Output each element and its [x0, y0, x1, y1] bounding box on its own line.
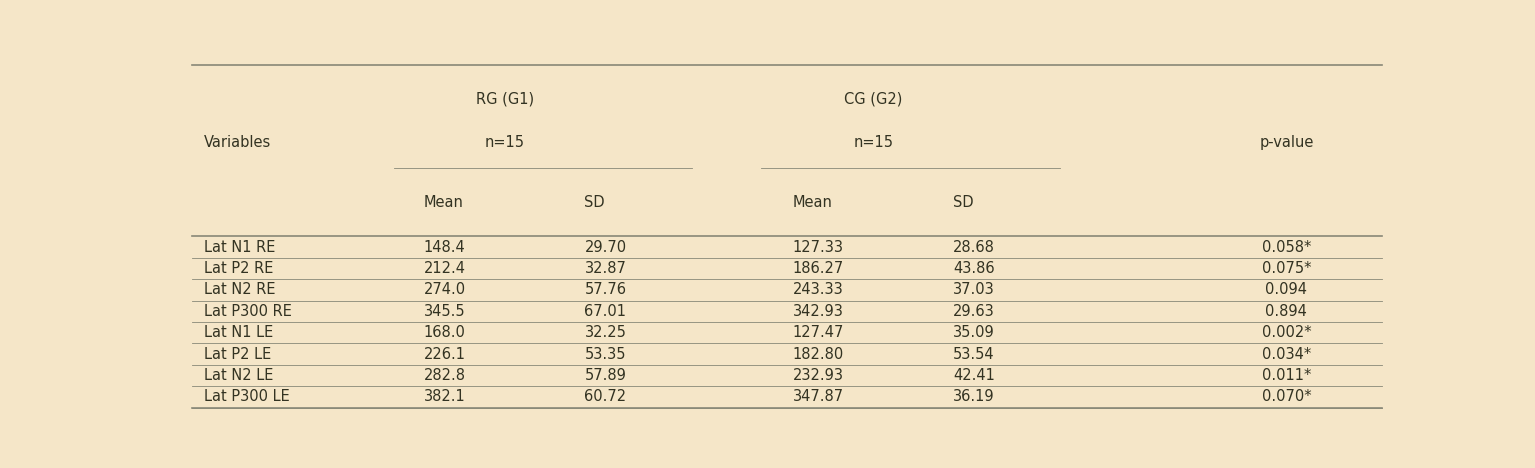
Text: 127.47: 127.47 [792, 325, 844, 340]
Text: 37.03: 37.03 [953, 282, 995, 297]
Text: 127.33: 127.33 [792, 240, 844, 255]
Text: 0.058*: 0.058* [1262, 240, 1311, 255]
Text: 43.86: 43.86 [953, 261, 995, 276]
Text: 28.68: 28.68 [953, 240, 995, 255]
Text: 57.76: 57.76 [585, 282, 626, 297]
Text: 382.1: 382.1 [424, 389, 465, 404]
Text: Lat P300 RE: Lat P300 RE [204, 304, 292, 319]
Text: 57.89: 57.89 [585, 368, 626, 383]
Text: 243.33: 243.33 [792, 282, 843, 297]
Text: SD: SD [585, 195, 605, 210]
Text: Mean: Mean [792, 195, 832, 210]
Text: 29.63: 29.63 [953, 304, 995, 319]
Text: 0.002*: 0.002* [1262, 325, 1311, 340]
Text: 0.034*: 0.034* [1262, 346, 1311, 361]
Text: Lat P300 LE: Lat P300 LE [204, 389, 290, 404]
Text: 0.070*: 0.070* [1262, 389, 1311, 404]
Text: Lat N2 RE: Lat N2 RE [204, 282, 275, 297]
Text: 0.075*: 0.075* [1262, 261, 1311, 276]
Text: 282.8: 282.8 [424, 368, 465, 383]
Text: Lat P2 LE: Lat P2 LE [204, 346, 272, 361]
Text: 60.72: 60.72 [585, 389, 626, 404]
Text: 212.4: 212.4 [424, 261, 465, 276]
Text: Variables: Variables [204, 135, 272, 150]
Text: 67.01: 67.01 [585, 304, 626, 319]
Text: 29.70: 29.70 [585, 240, 626, 255]
Text: RG (G1): RG (G1) [476, 92, 534, 107]
Text: 53.54: 53.54 [953, 346, 995, 361]
Text: 347.87: 347.87 [792, 389, 844, 404]
Text: 345.5: 345.5 [424, 304, 465, 319]
Text: Lat P2 RE: Lat P2 RE [204, 261, 273, 276]
Text: Lat N2 LE: Lat N2 LE [204, 368, 273, 383]
Text: p-value: p-value [1259, 135, 1314, 150]
Text: n=15: n=15 [485, 135, 525, 150]
Text: 148.4: 148.4 [424, 240, 465, 255]
Text: Mean: Mean [424, 195, 464, 210]
Text: 0.011*: 0.011* [1262, 368, 1311, 383]
Text: 42.41: 42.41 [953, 368, 995, 383]
Text: 232.93: 232.93 [792, 368, 844, 383]
Text: Lat N1 LE: Lat N1 LE [204, 325, 273, 340]
Text: 0.094: 0.094 [1265, 282, 1308, 297]
Text: 186.27: 186.27 [792, 261, 844, 276]
Text: CG (G2): CG (G2) [844, 92, 903, 107]
Text: 36.19: 36.19 [953, 389, 995, 404]
Text: 182.80: 182.80 [792, 346, 844, 361]
Text: 35.09: 35.09 [953, 325, 995, 340]
Text: 168.0: 168.0 [424, 325, 465, 340]
Text: 0.894: 0.894 [1265, 304, 1308, 319]
Text: 32.25: 32.25 [585, 325, 626, 340]
Text: 226.1: 226.1 [424, 346, 465, 361]
Text: n=15: n=15 [853, 135, 893, 150]
Text: 274.0: 274.0 [424, 282, 467, 297]
Text: 53.35: 53.35 [585, 346, 626, 361]
Text: SD: SD [953, 195, 973, 210]
Text: 32.87: 32.87 [585, 261, 626, 276]
Text: Lat N1 RE: Lat N1 RE [204, 240, 275, 255]
Text: 342.93: 342.93 [792, 304, 844, 319]
